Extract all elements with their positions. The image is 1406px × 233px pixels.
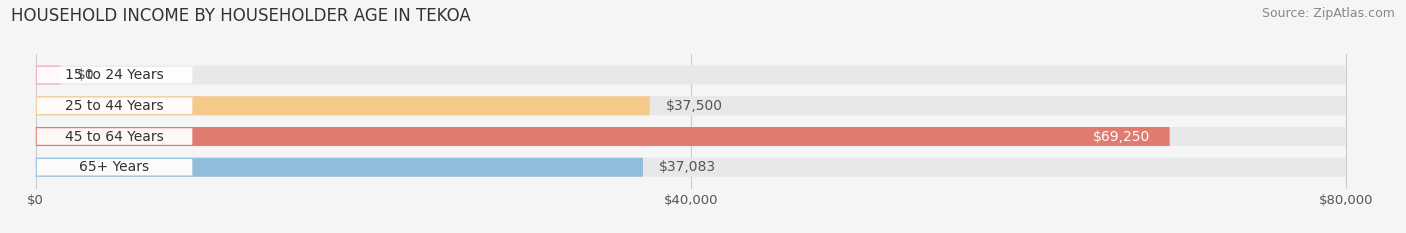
FancyBboxPatch shape — [35, 127, 1170, 146]
FancyBboxPatch shape — [35, 158, 643, 177]
FancyBboxPatch shape — [35, 96, 650, 115]
Text: 45 to 64 Years: 45 to 64 Years — [65, 130, 165, 144]
Text: 25 to 44 Years: 25 to 44 Years — [65, 99, 165, 113]
FancyBboxPatch shape — [37, 98, 193, 114]
FancyBboxPatch shape — [35, 96, 1346, 115]
Text: Source: ZipAtlas.com: Source: ZipAtlas.com — [1261, 7, 1395, 20]
FancyBboxPatch shape — [35, 65, 60, 85]
FancyBboxPatch shape — [37, 159, 193, 175]
FancyBboxPatch shape — [37, 67, 193, 83]
Text: $0: $0 — [77, 68, 94, 82]
Text: 15 to 24 Years: 15 to 24 Years — [65, 68, 165, 82]
Text: 65+ Years: 65+ Years — [80, 160, 149, 174]
Text: $37,083: $37,083 — [659, 160, 717, 174]
FancyBboxPatch shape — [35, 65, 1346, 85]
FancyBboxPatch shape — [35, 127, 1346, 146]
Text: HOUSEHOLD INCOME BY HOUSEHOLDER AGE IN TEKOA: HOUSEHOLD INCOME BY HOUSEHOLDER AGE IN T… — [11, 7, 471, 25]
FancyBboxPatch shape — [35, 158, 1346, 177]
Text: $37,500: $37,500 — [666, 99, 723, 113]
Text: $69,250: $69,250 — [1092, 130, 1150, 144]
FancyBboxPatch shape — [37, 128, 193, 145]
